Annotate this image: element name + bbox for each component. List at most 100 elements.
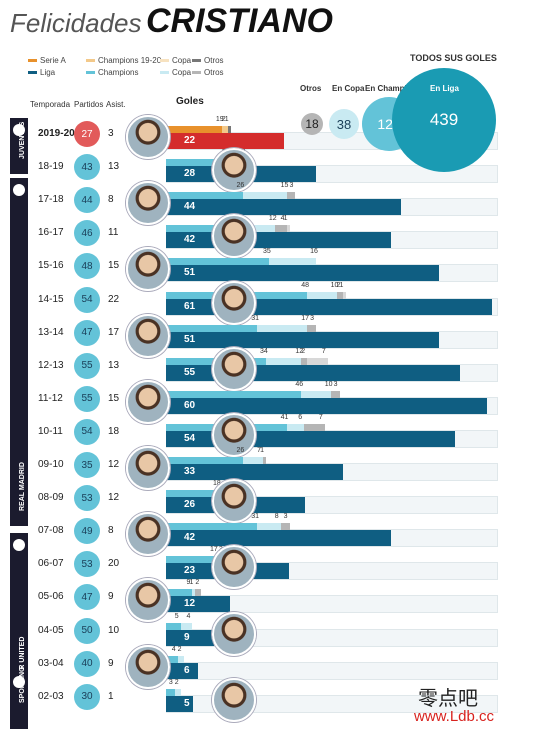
bar-champions bbox=[166, 324, 258, 332]
club-name: JUVENTUS bbox=[19, 121, 26, 159]
bar-label-liga: 42 bbox=[184, 532, 196, 544]
asist-value: 3 bbox=[108, 128, 114, 139]
bar-label-extra: 7 bbox=[321, 347, 326, 355]
bar-champions bbox=[166, 556, 217, 564]
total-label: Otros bbox=[300, 84, 322, 93]
player-photo bbox=[126, 115, 170, 159]
club-crest-icon bbox=[13, 539, 25, 551]
header-asist: Asist. bbox=[106, 100, 126, 109]
bar-champions bbox=[166, 688, 175, 696]
total-value: 18 bbox=[305, 117, 319, 131]
club-band: SPORTING bbox=[10, 666, 28, 718]
partidos-circle: 53 bbox=[74, 551, 100, 578]
asist-value: 10 bbox=[108, 624, 120, 636]
bar-champions bbox=[166, 159, 228, 167]
total-circle: 439 bbox=[392, 68, 496, 172]
legend-swatch bbox=[28, 59, 37, 62]
page-title: Felicidades CRISTIANO bbox=[10, 2, 333, 41]
bar-liga bbox=[166, 430, 455, 447]
bar-label-liga: 54 bbox=[184, 432, 196, 444]
legend-item: Champions 19-20 bbox=[86, 56, 161, 65]
watermark-url: www.Ldb.cc bbox=[414, 708, 495, 725]
legend-item: Copa bbox=[160, 68, 191, 77]
legend-item: Serie A bbox=[28, 56, 66, 65]
player-photo bbox=[212, 280, 256, 325]
bar-copa bbox=[257, 324, 308, 332]
partidos-circle: 53 bbox=[74, 485, 100, 512]
bar-label-liga: 33 bbox=[184, 466, 196, 477]
bar-otros bbox=[263, 457, 267, 464]
bar-champions bbox=[166, 258, 269, 266]
player-photo bbox=[126, 578, 170, 623]
bar-champions bbox=[166, 225, 240, 233]
bar-label-otros: 3 bbox=[289, 182, 294, 190]
total-circle: 18 bbox=[301, 113, 323, 135]
bar-label-champions: 41 bbox=[280, 413, 289, 421]
season-label: 12-13 bbox=[38, 359, 64, 371]
bar-copa bbox=[307, 291, 337, 299]
bar-label-liga: 51 bbox=[184, 267, 196, 279]
bar-champions bbox=[166, 655, 178, 663]
legend-label: Champions bbox=[98, 68, 139, 77]
player-photo bbox=[212, 677, 256, 722]
bar-label-champions: 18 bbox=[212, 480, 221, 488]
bar-copa bbox=[239, 225, 275, 233]
partidos-circle: 54 bbox=[74, 418, 100, 445]
partidos-circle: 46 bbox=[74, 220, 100, 247]
season-label: 18-19 bbox=[38, 161, 64, 173]
bar-liga bbox=[166, 364, 461, 381]
bar-label-champions: 26 bbox=[236, 182, 245, 190]
season-label: 07-08 bbox=[38, 525, 64, 537]
legend-item: Otros bbox=[192, 56, 224, 65]
bar-label-copa: 6 bbox=[298, 413, 303, 421]
legend-label: Copa bbox=[172, 56, 192, 65]
legend-item: Liga bbox=[28, 68, 55, 77]
bar-liga bbox=[166, 397, 487, 414]
bar-label-champions: 35 bbox=[262, 248, 271, 256]
bar-copa bbox=[301, 390, 331, 398]
bar-copa bbox=[286, 423, 305, 431]
bar-liga bbox=[166, 629, 215, 646]
bar-label-liga: 26 bbox=[184, 499, 196, 511]
player-photo bbox=[126, 313, 170, 358]
bar-extra bbox=[342, 291, 346, 299]
partidos-circle: 55 bbox=[74, 352, 100, 379]
season-label: 04-05 bbox=[38, 624, 64, 636]
asist-value: 8 bbox=[108, 194, 114, 206]
club-band: JUVENTUS bbox=[10, 118, 28, 174]
season-label: 08-09 bbox=[38, 492, 64, 504]
bar-label-copa: 12 bbox=[268, 215, 277, 223]
bar-label-otros: 7 bbox=[318, 413, 323, 421]
bar-label-copa: 2 bbox=[221, 116, 226, 123]
bar-label-copa: 2 bbox=[177, 645, 182, 653]
partidos-circle: 50 bbox=[74, 617, 100, 644]
bar-copa bbox=[268, 258, 317, 266]
bar-label-liga: 5 bbox=[184, 697, 190, 709]
total-label: En Copa bbox=[332, 84, 365, 93]
totals-heading: TODOS SUS GOLES bbox=[410, 53, 497, 63]
header-goles: Goles bbox=[176, 96, 204, 107]
bar-label-champions: 19 bbox=[215, 116, 224, 123]
bar-label-liga: 28 bbox=[184, 168, 196, 180]
legend-item: Otros bbox=[192, 68, 224, 77]
total-circle: 38 bbox=[329, 109, 359, 139]
club-name: REAL MADRID bbox=[19, 462, 26, 511]
bar-champions bbox=[166, 390, 302, 398]
bar-otros bbox=[227, 126, 231, 133]
bar-liga bbox=[166, 265, 439, 282]
bar-label-liga: 51 bbox=[184, 333, 196, 345]
asist-value: 1 bbox=[108, 690, 114, 702]
bar-otros bbox=[301, 357, 308, 365]
bar-label-otros: 1 bbox=[224, 116, 229, 123]
partidos-circle: 27 bbox=[74, 121, 100, 147]
bar-liga bbox=[166, 133, 284, 149]
player-photo bbox=[126, 512, 170, 557]
partidos-circle: 47 bbox=[74, 584, 100, 611]
legend-label: Champions 19-20 bbox=[98, 56, 162, 65]
partidos-circle: 30 bbox=[74, 683, 100, 710]
asist-value: 12 bbox=[108, 459, 120, 470]
bar-label-champions: 31 bbox=[251, 314, 259, 322]
bar-label-champions: 17 bbox=[210, 546, 218, 554]
asist-value: 12 bbox=[108, 492, 120, 504]
legend-label: Liga bbox=[40, 68, 56, 77]
